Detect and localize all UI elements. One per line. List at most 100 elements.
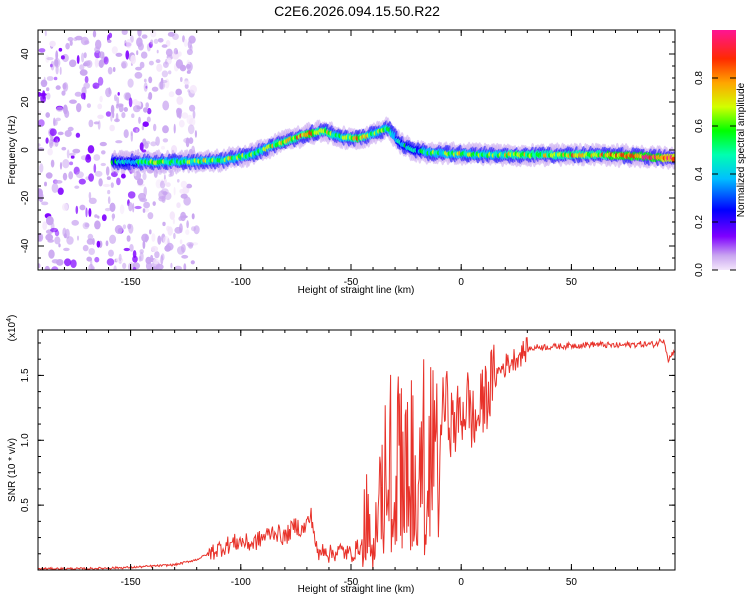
x-tick-label: -100 xyxy=(231,277,251,288)
heatmap-noise-cell xyxy=(185,229,190,235)
heatmap-noise-cell xyxy=(191,213,195,220)
heatmap-noise-cell xyxy=(165,40,171,47)
heatmap-noise-cell xyxy=(121,62,127,69)
heatmap-noise-cell xyxy=(180,180,188,188)
heatmap-noise-cell xyxy=(88,208,92,217)
heatmap-noise-cell xyxy=(69,40,73,46)
heatmap-noise-cell xyxy=(162,221,166,227)
y-tick-label: -20 xyxy=(20,190,31,205)
heatmap-noise-cell xyxy=(47,239,54,243)
heatmap-noise-cell xyxy=(115,52,123,57)
heatmap-noise-cell xyxy=(62,172,68,181)
heatmap-noise-cell xyxy=(88,197,97,204)
heatmap-noise-cell xyxy=(44,265,50,270)
heatmap-noise-cell xyxy=(123,92,130,101)
heatmap-noise-cell xyxy=(122,224,127,230)
heatmap-noise-cell xyxy=(85,155,92,163)
x-tick-label: 50 xyxy=(566,577,578,588)
heatmap-noise-cell xyxy=(50,227,59,233)
heatmap-noise-cell xyxy=(142,172,147,181)
heatmap-noise-cell xyxy=(105,111,112,117)
heatmap-noise-cell xyxy=(68,171,74,180)
heatmap-noise-cell xyxy=(168,91,175,98)
heatmap-noise-cell xyxy=(148,76,153,84)
heatmap-noise-cell xyxy=(180,211,187,222)
y-tick-label: 0 xyxy=(20,147,31,153)
heatmap-noise-cell xyxy=(185,64,191,69)
heatmap-noise-cell xyxy=(106,176,111,181)
heatmap-noise-cell xyxy=(177,179,180,183)
heatmap-noise-cell xyxy=(50,159,55,168)
heatmap-noise-cell xyxy=(177,51,182,57)
heatmap-noise-cell xyxy=(190,260,195,265)
heatmap-noise-cell xyxy=(62,83,67,90)
chart-title: C2E6.2026.094.15.50.R22 xyxy=(274,3,440,19)
heatmap-noise-cell xyxy=(161,80,168,83)
heatmap-noise-cell xyxy=(159,180,166,189)
heatmap-noise-cell xyxy=(116,177,121,186)
heatmap-noise-cell xyxy=(170,262,173,269)
heatmap-noise-cell xyxy=(103,56,109,65)
colorbar-tick-label: 0.0 xyxy=(694,263,705,277)
colorbar-tick-label: 0.2 xyxy=(694,215,705,229)
heatmap-noise-cell xyxy=(75,171,84,179)
heatmap-noise-cell xyxy=(110,104,115,114)
heatmap-noise-cell xyxy=(105,166,110,176)
heatmap-noise-cell xyxy=(148,60,154,66)
heatmap-noise-cell xyxy=(150,30,157,38)
heatmap-noise-cell xyxy=(147,107,152,115)
heatmap-noise-cell xyxy=(53,117,56,127)
heatmap-noise-cell xyxy=(83,82,90,89)
heatmap-noise-cell xyxy=(172,33,179,40)
heatmap-noise-cell xyxy=(51,183,59,193)
heatmap-noise-cell xyxy=(72,148,81,154)
heatmap-noise-cell xyxy=(130,54,137,65)
heatmap-noise-cell xyxy=(153,258,159,265)
heatmap-noise-cell xyxy=(167,226,173,236)
heatmap-noise-cell xyxy=(99,95,103,103)
heatmap-noise-cell xyxy=(101,150,106,155)
heatmap-noise-cell xyxy=(88,191,92,200)
heatmap-noise-cell xyxy=(99,51,105,59)
heatmap-noise-cell xyxy=(110,182,114,188)
heatmap-noise-cell xyxy=(111,46,118,54)
snr-line-layer xyxy=(38,337,675,570)
heatmap-noise-cell xyxy=(69,59,77,68)
heatmap-noise-cell xyxy=(99,141,107,147)
heatmap-noise-cell xyxy=(64,233,67,239)
y-tick-label: 1.0 xyxy=(20,433,31,447)
heatmap-noise-cell xyxy=(150,245,159,253)
heatmap-noise-cell xyxy=(108,32,113,39)
heatmap-noise-cell xyxy=(136,37,143,48)
heatmap-noise-cell xyxy=(143,78,147,83)
heatmap-noise-cell xyxy=(179,223,183,234)
x-tick-label: -50 xyxy=(344,277,359,288)
heatmap-noise-cell xyxy=(143,107,148,113)
heatmap-layer xyxy=(38,30,675,270)
heatmap-noise-cell xyxy=(107,196,111,205)
heatmap-noise-cell xyxy=(173,232,176,240)
heatmap-noise-cell xyxy=(135,66,142,71)
snr-frame xyxy=(37,329,676,571)
heatmap-noise-cell xyxy=(65,42,70,50)
x-tick-label: 0 xyxy=(458,577,464,588)
heatmap-noise-cell xyxy=(164,245,172,252)
heatmap-noise-cell xyxy=(86,103,91,108)
heatmap-noise-cell xyxy=(98,178,103,187)
snr-ticks: -150 -100 -50 0 50 0.5 1.0 1.5 xyxy=(20,330,675,588)
heatmap-noise-cell xyxy=(156,49,159,54)
heatmap-noise-cell xyxy=(149,229,152,235)
heatmap-noise-cell xyxy=(45,112,50,118)
heatmap-noise-cell xyxy=(179,188,185,194)
heatmap-noise-cell xyxy=(54,236,61,245)
heatmap-noise-cell xyxy=(58,243,61,248)
heatmap-noise-cell xyxy=(139,197,148,203)
heatmap-noise-cell xyxy=(79,204,86,211)
heatmap-noise-cell xyxy=(58,47,63,52)
heatmap-noise-cell xyxy=(105,240,109,247)
heatmap-noise-cell xyxy=(47,148,53,156)
heatmap-noise-cell xyxy=(138,255,142,262)
heatmap-noise-cell xyxy=(97,120,101,130)
heatmap-noise-cell xyxy=(123,107,128,112)
heatmap-noise-cell xyxy=(138,116,141,124)
